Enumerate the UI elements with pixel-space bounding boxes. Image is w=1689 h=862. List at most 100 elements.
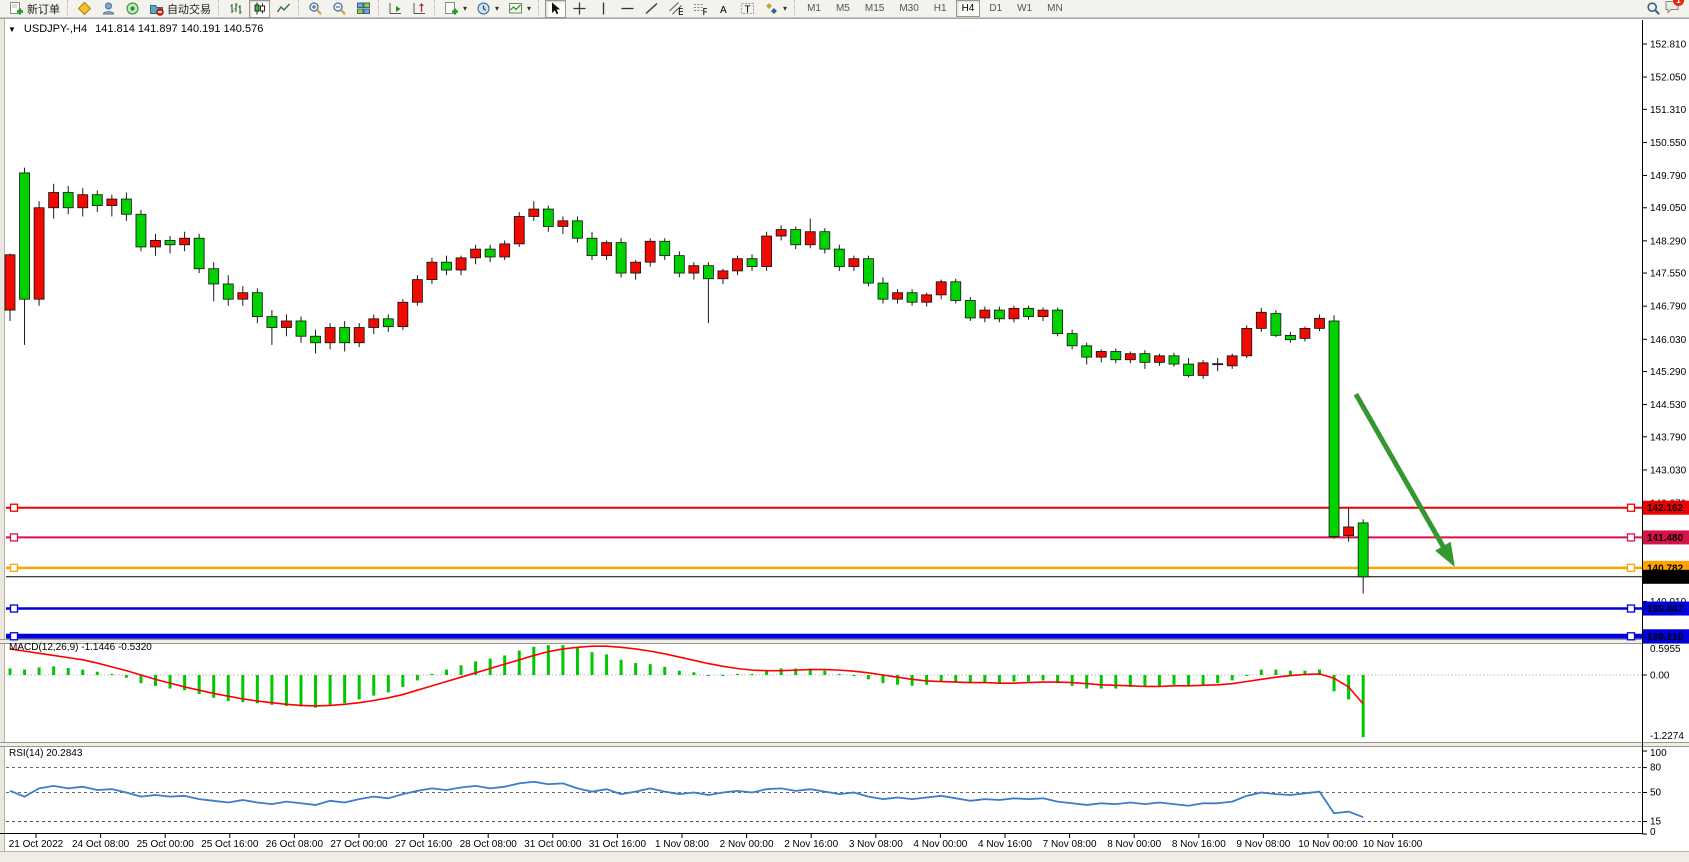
timeframe-button-m5[interactable]: M5 xyxy=(835,3,850,14)
text-button[interactable]: A xyxy=(713,0,734,18)
timeframe-button-mn[interactable]: MN xyxy=(1047,3,1063,14)
fibonacci-button[interactable]: F xyxy=(689,0,710,18)
cursor-button[interactable] xyxy=(545,0,567,18)
line-drag-handle[interactable] xyxy=(9,533,19,542)
timeframe-button-m15[interactable]: M15 xyxy=(864,3,885,14)
trend-arrow[interactable] xyxy=(1353,392,1455,568)
profiles-button[interactable] xyxy=(98,0,119,18)
candles-layer[interactable] xyxy=(4,167,1369,594)
toolbar-group-services: 自动交易 xyxy=(67,0,218,18)
line-drag-handle[interactable] xyxy=(1626,533,1636,542)
timeframe-button-h1[interactable]: H1 xyxy=(933,3,947,14)
svg-text:A: A xyxy=(720,5,727,16)
chart-shift-button[interactable] xyxy=(409,0,430,18)
pane-splitters[interactable] xyxy=(0,639,1689,747)
timeframe-button-m1[interactable]: M1 xyxy=(807,3,821,14)
toolbar-group-zoom xyxy=(298,0,378,18)
periods-dropdown[interactable]: ▾ xyxy=(473,0,502,18)
chevron-down-icon: ▾ xyxy=(527,4,532,13)
zoom-out-icon xyxy=(332,1,347,16)
line-drag-handle[interactable] xyxy=(9,632,19,641)
svg-text:146.790: 146.790 xyxy=(1650,302,1687,313)
svg-text:140.782: 140.782 xyxy=(1647,563,1684,574)
svg-text:21 Oct 2022: 21 Oct 2022 xyxy=(9,839,64,850)
timeframe-button-d1[interactable]: D1 xyxy=(989,3,1003,14)
auto-trading-button[interactable]: 自动交易 xyxy=(146,0,214,18)
new-chart-dropdown[interactable]: ▾ xyxy=(441,0,470,18)
equidistant-channel-icon: E xyxy=(668,1,685,18)
svg-text:27 Oct 16:00: 27 Oct 16:00 xyxy=(395,839,453,850)
chat-badge: 1 xyxy=(1673,0,1684,6)
text-label-button[interactable]: T xyxy=(737,0,758,18)
svg-text:141.480: 141.480 xyxy=(1647,533,1684,544)
line-drag-handle[interactable] xyxy=(1626,632,1636,641)
candlestick-chart-button[interactable] xyxy=(249,0,270,18)
rsi-indicator-label: RSI(14) 20.2843 xyxy=(9,748,82,759)
chart-symbol-period: USDJPY-,H4 xyxy=(23,23,88,35)
svg-text:26 Oct 08:00: 26 Oct 08:00 xyxy=(266,839,324,850)
line-drag-handle[interactable] xyxy=(1626,563,1636,572)
new-order-icon xyxy=(9,1,24,16)
chevron-down-icon: ▾ xyxy=(495,4,500,13)
line-drag-handle[interactable] xyxy=(1626,503,1636,512)
horizontal-lines[interactable] xyxy=(6,506,1642,639)
time-scale[interactable]: 21 Oct 2022 24 Oct 08:00 25 Oct 00:00 25 Oc… xyxy=(9,833,1423,850)
auto-scroll-button[interactable] xyxy=(385,0,406,18)
new-chart-icon xyxy=(444,1,459,16)
zoom-out-button[interactable] xyxy=(329,0,350,18)
svg-text:3 Nov 08:00: 3 Nov 08:00 xyxy=(849,839,903,850)
toolbar-group-timeframes: M1 M5 M15 M30 H1 H4 D1 W1 MN xyxy=(794,0,1073,18)
tile-windows-button[interactable] xyxy=(353,0,374,18)
timeframe-button-h4[interactable]: H4 xyxy=(955,0,981,17)
oneclick-trading-collapse-icon[interactable]: ▼ xyxy=(8,24,16,34)
line-drag-handle[interactable] xyxy=(9,503,19,512)
arrows-dropdown[interactable]: ▾ xyxy=(761,0,790,18)
svg-text:149.050: 149.050 xyxy=(1650,203,1687,214)
trendline-icon xyxy=(644,1,659,16)
new-order-label: 新订单 xyxy=(27,3,60,16)
templates-dropdown[interactable]: ▾ xyxy=(505,0,534,18)
line-drag-handle[interactable] xyxy=(9,563,19,572)
zoom-in-button[interactable] xyxy=(305,0,326,18)
svg-text:146.030: 146.030 xyxy=(1650,335,1687,346)
equidistant-channel-button[interactable]: E xyxy=(665,0,686,18)
line-drag-handle[interactable] xyxy=(1626,604,1636,613)
svg-text:E: E xyxy=(678,7,683,16)
line-chart-button[interactable] xyxy=(273,0,294,18)
line-chart-icon xyxy=(276,1,291,16)
auto-trading-icon xyxy=(149,1,164,16)
rsi-pane[interactable] xyxy=(9,780,1364,819)
search-button[interactable] xyxy=(1643,0,1664,18)
trendline-button[interactable] xyxy=(641,0,662,18)
timeframe-button-m30[interactable]: M30 xyxy=(899,3,919,14)
svg-text:7 Nov 08:00: 7 Nov 08:00 xyxy=(1043,839,1097,850)
template-icon xyxy=(508,1,523,16)
svg-text:2 Nov 16:00: 2 Nov 16:00 xyxy=(784,839,838,850)
crosshair-button[interactable] xyxy=(569,0,590,18)
svg-text:0.5955: 0.5955 xyxy=(1650,644,1681,655)
new-order-button[interactable]: 新订单 xyxy=(6,0,63,18)
market-watch-icon xyxy=(77,1,92,16)
chat-button[interactable]: 1 xyxy=(1664,0,1684,19)
macd-pane[interactable] xyxy=(6,645,1642,738)
svg-text:147.550: 147.550 xyxy=(1650,269,1687,280)
rsi-scale[interactable]: 100 80 50 150 xyxy=(6,748,1667,838)
svg-text:143.790: 143.790 xyxy=(1650,432,1687,443)
crosshair-icon xyxy=(572,1,587,16)
chart-frame xyxy=(0,18,1689,862)
macd-scale[interactable]: 0.5955 0.00 -1.2274 xyxy=(1642,644,1684,742)
vertical-line-button[interactable] xyxy=(593,0,614,18)
signals-button[interactable] xyxy=(122,0,143,18)
line-drag-handle[interactable] xyxy=(9,604,19,613)
horizontal-line-button[interactable] xyxy=(617,0,638,18)
timeframe-button-w1[interactable]: W1 xyxy=(1017,3,1033,14)
signals-icon xyxy=(125,1,140,16)
bar-chart-button[interactable] xyxy=(225,0,246,18)
svg-text:142.162: 142.162 xyxy=(1647,503,1684,514)
svg-text:0: 0 xyxy=(1650,827,1656,838)
search-icon xyxy=(1646,1,1661,16)
market-watch-button[interactable] xyxy=(74,0,95,18)
cursor-icon xyxy=(548,1,563,16)
